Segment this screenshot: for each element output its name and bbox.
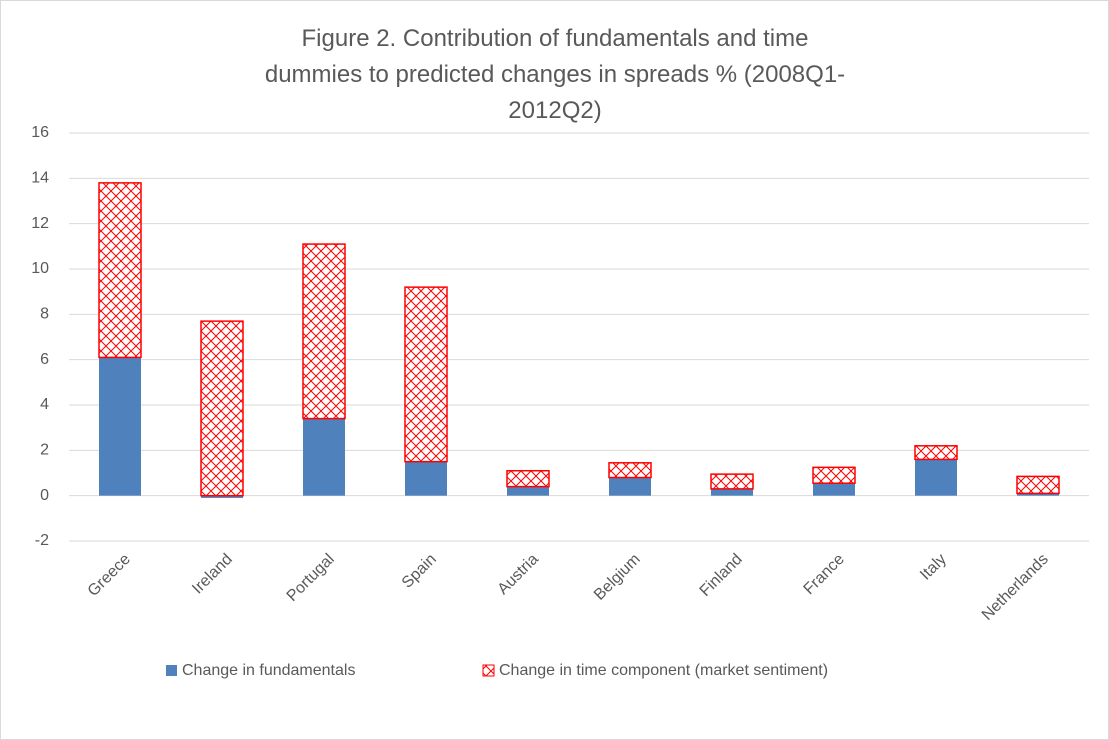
bar <box>405 461 447 496</box>
bar <box>813 483 855 496</box>
y-tick-label: 14 <box>31 170 49 187</box>
bar <box>99 357 141 496</box>
x-tick-label: Austria <box>495 551 542 598</box>
bar <box>812 466 856 484</box>
y-tick-label: 8 <box>40 306 49 323</box>
y-tick-label: 2 <box>40 442 49 459</box>
bar <box>915 459 957 496</box>
legend-swatch <box>166 665 177 676</box>
x-tick-label: Ireland <box>189 551 236 598</box>
y-tick-label: -2 <box>35 532 49 549</box>
y-tick-label: 16 <box>31 124 49 141</box>
y-tick-label: 4 <box>40 396 49 413</box>
bar <box>200 320 244 497</box>
y-tick-label: 12 <box>31 215 49 232</box>
x-tick-label: Netherlands <box>979 551 1052 624</box>
bar <box>98 182 142 359</box>
x-tick-label: Portugal <box>284 551 338 605</box>
bar <box>1017 493 1059 496</box>
x-tick-label: Belgium <box>591 551 644 604</box>
legend-label: Change in fundamentals <box>182 662 355 679</box>
bar <box>506 469 550 488</box>
legend-label: Change in time component (market sentime… <box>499 662 828 679</box>
x-tick-label: Spain <box>399 551 440 592</box>
bar <box>711 488 753 496</box>
bar <box>201 495 243 498</box>
y-tick-label: 10 <box>31 260 49 277</box>
bar <box>608 462 652 479</box>
legend-swatch <box>482 664 495 677</box>
x-tick-label: Italy <box>917 551 950 584</box>
bar <box>710 473 754 490</box>
bar <box>302 243 346 420</box>
x-tick-label: France <box>801 551 848 598</box>
y-tick-label: 6 <box>40 351 49 368</box>
x-tick-label: Greece <box>85 551 134 600</box>
y-tick-label: 0 <box>40 487 49 504</box>
chart-title: Figure 2. Contribution of fundamentals a… <box>264 25 846 124</box>
bar <box>303 418 345 496</box>
bar <box>609 477 651 496</box>
x-tick-label: Finland <box>697 551 746 600</box>
bar <box>914 445 958 461</box>
bar <box>1016 475 1060 495</box>
bar <box>404 286 448 463</box>
bar <box>507 486 549 496</box>
